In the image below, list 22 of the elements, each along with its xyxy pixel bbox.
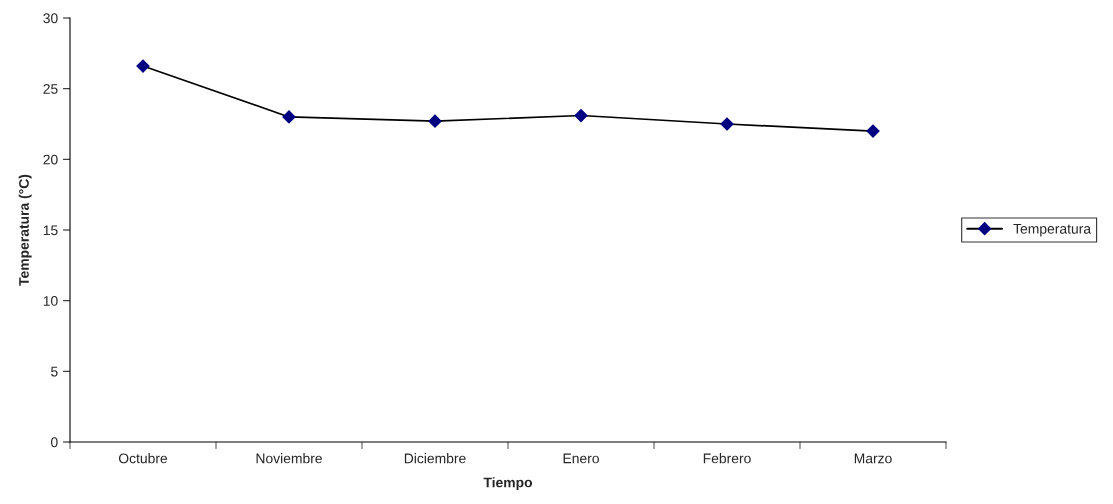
point (282, 110, 296, 124)
point (136, 59, 150, 73)
y-tick-label: 15 (43, 225, 58, 236)
x-tick-label: Diciembre (404, 453, 466, 464)
point (866, 124, 880, 138)
y-tick-label: 10 (43, 296, 58, 306)
point (428, 114, 442, 128)
x-tick-label: Marzo (854, 453, 892, 464)
point (574, 108, 588, 123)
x-tick-label: Enero (563, 453, 599, 464)
x-tick-label: Noviembre (256, 453, 322, 464)
x-tick-label: Febrero (703, 453, 751, 464)
x-axis-title: Tiempo (483, 477, 533, 491)
y-axis-title: Temperatura (°C) (18, 174, 32, 286)
y-tick-label: 30 (43, 13, 58, 24)
point (720, 117, 734, 131)
y-tick-label: 25 (43, 84, 58, 94)
y-tick-label: 20 (43, 154, 58, 165)
legend-label: Temperatura (1013, 224, 1092, 237)
y-tick-label: 5 (51, 366, 58, 377)
x-tick-label: Octubre (118, 453, 168, 464)
y-tick-label: 0 (51, 437, 58, 448)
